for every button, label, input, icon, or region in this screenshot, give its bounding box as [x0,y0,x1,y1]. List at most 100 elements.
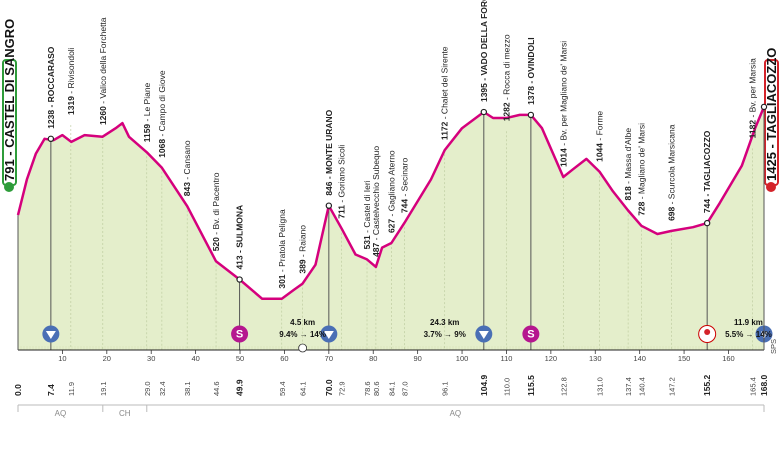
finish-label: 1425 - TAGLIACOZZO [764,48,779,181]
km-mark: 96.1 [441,381,450,396]
peak-name: - Chalet del Sirente [440,46,450,121]
peak-name: - Goriano Sicoli [337,144,347,205]
axis-tick-label: 30 [147,354,155,363]
km-mark: 70.0 [324,379,334,396]
km-mark-text: 110.0 [502,378,511,396]
peak-label: 1395 - VADO DELLA FORCELLA [479,0,489,102]
axis-tick-label: 160 [722,354,735,363]
axis-tick-label: 140 [633,354,646,363]
km-mark-text: 80.6 [372,381,381,396]
peak-label: 698 - Scurcola Marsicana [667,124,677,221]
peak-text: 1378 - OVINDOLI [526,37,536,105]
peak-name: - Bv. per Marsia [747,58,757,120]
climb-gradient: 5.5% → 14% [725,330,772,339]
km-mark: 7.4 [46,384,56,396]
peak-name: - ROCCARASO [46,46,56,110]
peak-label: 1282 - Rocca di mezzo [501,34,511,121]
km-mark: 110.0 [502,378,511,396]
km-mark: 29.0 [143,381,152,396]
km-mark-text: 19.1 [99,381,108,396]
axis-tick-label: 20 [103,354,111,363]
peak-altitude: 1159 [142,124,152,143]
peak-text: 846 - MONTE URANO [324,109,334,195]
start-name: 791 - CASTEL DI SANGRO [2,19,17,181]
peak-name: - Cansano [182,140,192,182]
peak-altitude: 1014 [558,148,568,167]
peak-altitude: 1378 [526,86,536,105]
point-dot [325,202,333,209]
peak-altitude: 1182 [747,120,757,139]
km-mark: 64.1 [299,381,308,396]
km-mark-text: 131.0 [596,377,605,396]
peak-altitude: 389 [298,259,308,273]
climb-length: 24.3 km [430,318,459,327]
km-mark: 38.1 [183,381,192,396]
peak-altitude: 1319 [66,96,76,115]
peak-name: - Bv. di Pacentro [211,172,221,237]
peak-text: 1319 - Rivisondoli [66,47,76,115]
peak-altitude: 413 [235,255,245,269]
peak-text: 487 - Castelvecchio Subequo [371,146,381,257]
peak-name: - Castel di Ieri [362,180,372,235]
km-mark: 155.2 [702,374,712,396]
peak-name: - Bv. per Magliano de' Marsi [558,41,568,148]
region-label: AQ [450,409,462,418]
start-flag-icon [4,182,14,192]
peak-text: 531 - Castel di Ieri [362,180,372,249]
peak-text: 1395 - VADO DELLA FORCELLA [479,0,489,102]
point-dot [480,108,488,116]
km-mark-text: 140.4 [637,377,646,396]
axis-tick-label: 130 [589,354,602,363]
peak-text: 520 - Bv. di Pacentro [211,172,221,251]
peak-label: 1378 - OVINDOLI [526,37,536,105]
peak-text: 728 - Magliano de' Marsi [636,123,646,216]
peak-altitude: 1395 [479,83,489,102]
peak-altitude: 818 [623,186,633,200]
peak-name: - TAGLIACOZZO [702,130,712,199]
km-mark: 19.1 [99,381,108,396]
km-mark-text: 96.1 [441,381,450,396]
km-mark: 122.8 [559,377,568,396]
km-mark: 104.9 [479,374,489,396]
km-mark-text: 29.0 [143,381,152,396]
peak-text: 1238 - ROCCARASO [46,46,56,129]
peak-text: 1159 - Le Piane [142,82,152,142]
mountain-icon [45,331,56,339]
km-mark: 115.5 [526,375,536,396]
peak-label: 1182 - Bv. per Marsia [747,58,757,138]
peak-name: - Scurcola Marsicana [667,124,677,206]
profile-line [16,106,766,301]
peak-altitude: 531 [362,235,372,249]
peak-altitude: 520 [211,237,221,251]
peak-name: - Valico della Forchetta [98,17,108,106]
peak-label: 1044 - Forme [595,111,605,162]
peak-label: 627 - Gagliano Aterno [386,150,396,233]
peak-altitude: 744 [399,199,409,213]
peak-altitude: 1068 [157,139,167,158]
km-mark: 80.6 [372,381,381,396]
peak-altitude: 843 [182,182,192,196]
km-mark: 11.9 [67,382,76,396]
peak-text: 843 - Cansano [182,140,192,196]
peak-text: 1044 - Forme [595,111,605,162]
sprint-marker [522,325,540,343]
sprint-marker [231,325,249,343]
km-mark: 44.6 [212,381,221,396]
axis-tick-label: 10 [58,354,66,363]
peak-name: - VADO DELLA FORCELLA [479,0,489,83]
km-mark-text: 122.8 [559,377,568,396]
peak-name: - Secinaro [399,158,409,199]
peak-label: 531 - Castel di Ieri [362,180,372,249]
km-mark-text: 165.4 [748,377,757,396]
peak-altitude: 728 [636,201,646,215]
km-mark-text: 84.1 [387,381,396,396]
peak-text: 711 - Goriano Sicoli [337,144,347,218]
km-mark: 140.4 [637,377,646,396]
km-mark-text: 11.9 [67,382,76,396]
climb-length: 11.9 km [734,318,763,327]
km-mark: 78.6 [363,381,372,396]
peak-label: 1159 - Le Piane [142,82,152,142]
side-label-text: SPS [769,339,778,354]
mountain-icon [323,331,334,339]
side-label: SPS [769,339,778,354]
